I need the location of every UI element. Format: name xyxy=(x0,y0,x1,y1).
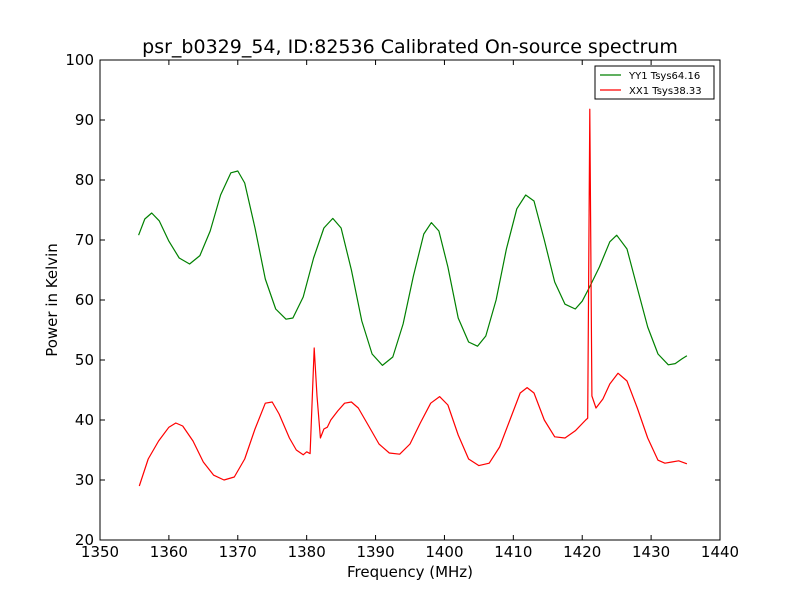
y-tick-label: 30 xyxy=(75,471,94,489)
legend-box xyxy=(594,65,715,100)
x-tick-label: 1430 xyxy=(632,543,670,561)
chart-title: psr_b0329_54, ID:82536 Calibrated On-sou… xyxy=(142,36,678,58)
x-tick-label: 1410 xyxy=(494,543,532,561)
x-tick-label: 1390 xyxy=(356,543,394,561)
y-tick-label: 60 xyxy=(75,291,94,309)
y-tick-label: 50 xyxy=(75,351,94,369)
x-axis-title: Frequency (MHz) xyxy=(347,563,473,581)
legend-label-1: XX1 Tsys38.33 xyxy=(629,86,702,97)
x-tick-label: 1440 xyxy=(701,543,739,561)
y-tick-label: 80 xyxy=(75,171,94,189)
series-line-1 xyxy=(138,108,688,487)
y-tick-label: 100 xyxy=(65,51,94,69)
y-axis-title: Power in Kelvin xyxy=(43,243,61,357)
series-line-0 xyxy=(138,170,688,366)
x-tick-label: 1370 xyxy=(219,543,257,561)
x-tick-label: 1400 xyxy=(425,543,463,561)
plot-area: 1350 1360 1370 1380 1390 1400 1410 1420 1430 1440… xyxy=(65,51,739,561)
x-tick-label: 1380 xyxy=(288,543,326,561)
y-tick-label: 70 xyxy=(75,231,94,249)
y-tick-label: 40 xyxy=(75,411,94,429)
x-tick-label: 1360 xyxy=(150,543,188,561)
y-tick-label: 90 xyxy=(75,111,94,129)
y-tick-label: 20 xyxy=(75,531,94,549)
legend-label-0: YY1 Tsys64.16 xyxy=(628,71,700,82)
x-tick-label: 1420 xyxy=(563,543,601,561)
legend: YY1 Tsys64.16 XX1 Tsys38.33 xyxy=(594,65,715,100)
x-tick-label: 1350 xyxy=(81,543,119,561)
